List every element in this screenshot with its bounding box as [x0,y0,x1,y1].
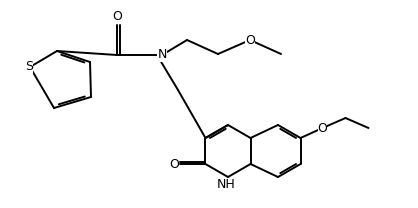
Text: O: O [112,10,122,24]
Text: S: S [25,61,33,73]
Text: N: N [157,48,167,62]
Text: NH: NH [217,178,235,192]
Text: O: O [318,121,327,135]
Text: O: O [170,157,179,171]
Text: O: O [245,33,255,47]
